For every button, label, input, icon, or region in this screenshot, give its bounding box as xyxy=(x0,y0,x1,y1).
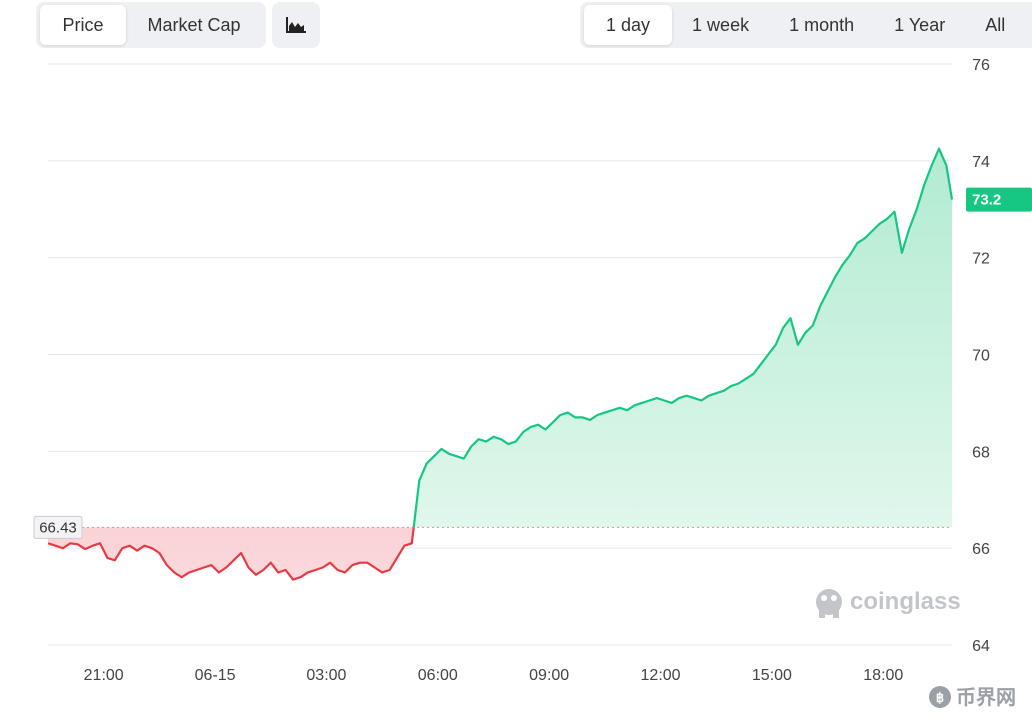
x-tick-label: 12:00 xyxy=(641,667,681,684)
time-range-switch: 1 day 1 week 1 month 1 Year All xyxy=(580,2,1032,48)
y-tick-label: 76 xyxy=(972,57,990,74)
x-tick-label: 06-15 xyxy=(195,667,236,684)
last-price-label: 73.2 xyxy=(966,187,1032,212)
y-tick-label: 64 xyxy=(972,638,990,655)
y-tick-label: 66 xyxy=(972,541,990,558)
coin-icon xyxy=(929,686,951,708)
chart-type-switch: Price Market Cap xyxy=(36,2,266,48)
price-area xyxy=(48,148,952,580)
price-line-down xyxy=(47,527,415,581)
range-1-month[interactable]: 1 month xyxy=(789,14,855,35)
x-tick-label: 21:00 xyxy=(84,667,124,684)
y-tick-label: 68 xyxy=(972,444,990,461)
watermark: coinglass xyxy=(816,588,961,618)
baseline-value: 66.43 xyxy=(39,519,77,536)
price-tab[interactable]: Price xyxy=(40,5,126,45)
x-tick-label: 09:00 xyxy=(529,667,569,684)
last-price-value: 73.2 xyxy=(972,192,1001,209)
watermark-text: coinglass xyxy=(850,588,961,615)
baseline-label: 66.43 xyxy=(33,515,83,539)
price-line xyxy=(47,147,954,581)
x-axis: 21:00 06-15 03:00 06:00 09:00 12:00 15:00 18:00 xyxy=(84,667,904,684)
area-chart-icon xyxy=(286,17,306,33)
market-cap-tab[interactable]: Market Cap xyxy=(147,14,241,35)
range-1-year[interactable]: 1 Year xyxy=(894,14,946,35)
x-tick-label: 06:00 xyxy=(418,667,458,684)
area-chart-toggle-button[interactable] xyxy=(272,2,320,48)
price-line-up xyxy=(412,147,954,528)
range-all[interactable]: All xyxy=(985,14,1006,35)
x-tick-label: 18:00 xyxy=(863,667,903,684)
range-1-day[interactable]: 1 day xyxy=(584,5,673,45)
corner-logo-text: 币界网 xyxy=(956,685,1016,709)
y-tick-label: 72 xyxy=(972,251,990,268)
x-tick-label: 15:00 xyxy=(752,667,792,684)
y-tick-label: 74 xyxy=(972,154,990,171)
y-axis: 76 74 72 70 68 66 64 xyxy=(972,57,990,655)
x-tick-label: 03:00 xyxy=(306,667,346,684)
range-1-week[interactable]: 1 week xyxy=(692,14,750,35)
svg-text:฿: ฿ xyxy=(936,690,944,705)
coinglass-logo-icon xyxy=(816,589,842,618)
y-tick-label: 70 xyxy=(972,348,990,365)
corner-logo: ฿ 币界网 xyxy=(929,685,1016,709)
area-fill-above xyxy=(48,148,952,528)
